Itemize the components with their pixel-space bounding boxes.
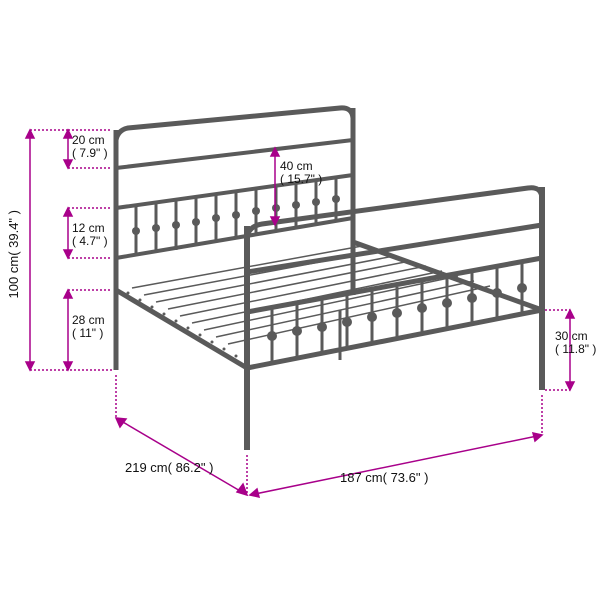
diagram-container: 100 cm( 39.4" ) 20 cm( 7.9" ) 12 cm( 4.7…: [0, 0, 600, 600]
label-depth: 219 cm( 86.2" ): [125, 460, 213, 475]
label-mid-height: 12 cm( 4.7" ): [72, 222, 108, 248]
label-side-height: 30 cm( 11.8" ): [555, 330, 596, 356]
label-total-height: 100 cm( 39.4" ): [6, 210, 21, 298]
label-width: 187 cm( 73.6" ): [340, 470, 428, 485]
label-footboard-top: 40 cm( 15.7" ): [280, 160, 322, 186]
label-top-height: 20 cm( 7.9" ): [72, 134, 108, 160]
label-clearance: 28 cm( 11" ): [72, 314, 105, 340]
bed-frame-illustration: [0, 0, 600, 600]
